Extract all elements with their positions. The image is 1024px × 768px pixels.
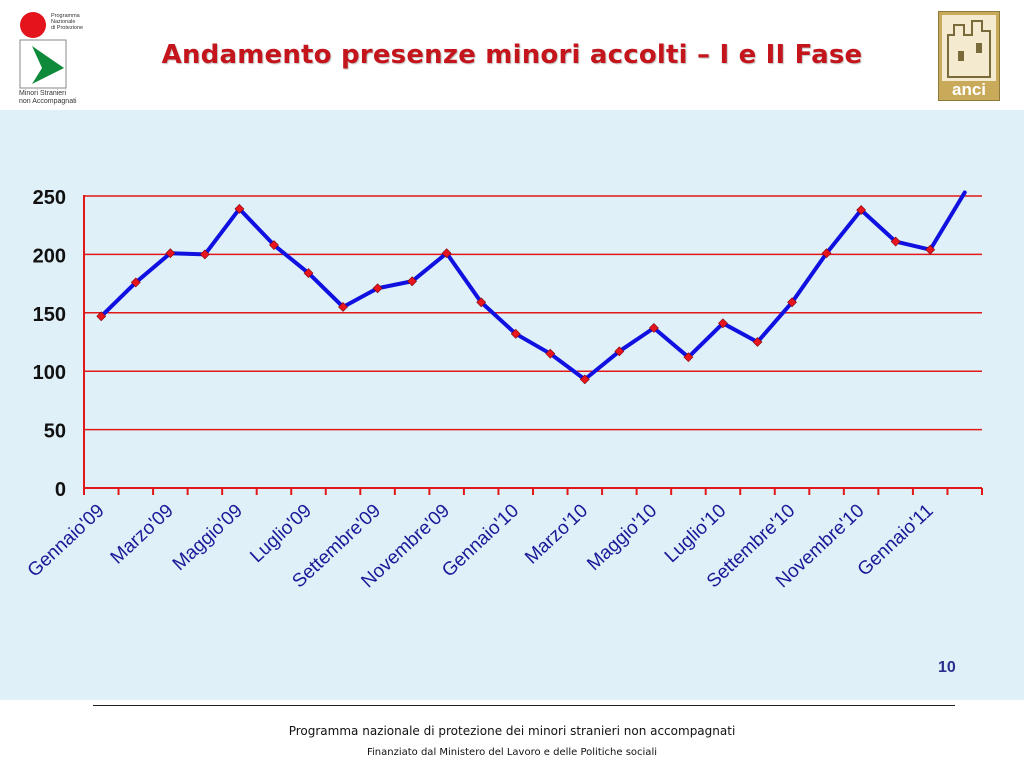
logo-graphic bbox=[19, 12, 67, 89]
series-line bbox=[99, 190, 967, 382]
data-point bbox=[925, 244, 936, 255]
data-point bbox=[683, 352, 694, 363]
x-tick-label: Marzo'10 bbox=[521, 500, 592, 568]
x-tick-label: Gennaio'09 bbox=[24, 500, 109, 581]
data-point bbox=[199, 249, 210, 260]
data-point bbox=[269, 240, 279, 250]
data-point bbox=[718, 318, 728, 329]
data-point bbox=[648, 323, 659, 333]
programma-protezione-logo: Programma Nazionale di Protezione Minori… bbox=[18, 10, 90, 105]
footer-funding-note: Finanziato dal Ministero del Lavoro e de… bbox=[366, 747, 657, 758]
x-tick-label: Luglio'10 bbox=[661, 500, 731, 567]
y-tick-label: 200 bbox=[33, 245, 66, 267]
data-point bbox=[856, 205, 867, 215]
y-tick-label: 100 bbox=[33, 362, 66, 384]
y-tick-label: 150 bbox=[33, 304, 66, 326]
data-point bbox=[372, 283, 383, 294]
data-point bbox=[787, 297, 797, 308]
footer-program-name: Programma nazionale di protezione dei mi… bbox=[288, 724, 736, 738]
data-point bbox=[821, 248, 832, 259]
y-tick-label: 250 bbox=[33, 187, 66, 209]
data-point bbox=[96, 311, 107, 322]
data-point bbox=[476, 297, 487, 308]
data-point bbox=[338, 302, 348, 312]
x-tick-label: Luglio'09 bbox=[246, 500, 316, 567]
data-point bbox=[614, 346, 625, 357]
header: Programma Nazionale di Protezione Minori… bbox=[0, 0, 1024, 110]
data-point bbox=[234, 203, 245, 214]
data-point bbox=[890, 236, 901, 247]
line-chart: 050100150200250Gennaio'09Marzo'09Maggio'… bbox=[24, 187, 983, 592]
y-tick-label: 0 bbox=[55, 479, 66, 501]
page-title: Andamento presenze minori accolti – I e … bbox=[161, 40, 863, 70]
anci-logo: anci bbox=[938, 11, 1000, 101]
x-tick-label: Maggio'09 bbox=[169, 500, 247, 575]
page-number: 10 bbox=[938, 659, 956, 676]
data-point bbox=[510, 328, 521, 339]
chart-area: 0 50 100 150 200 250 Gennaio'09 Marzo'09 Maggio'… bbox=[0, 110, 1024, 700]
data-point bbox=[130, 277, 141, 288]
anci-logo-text: anci bbox=[952, 80, 986, 99]
data-point bbox=[303, 268, 314, 279]
data-point bbox=[752, 337, 763, 347]
data-point bbox=[579, 374, 590, 385]
data-point bbox=[441, 248, 452, 259]
data-point bbox=[545, 348, 556, 359]
x-tick-label: Marzo'09 bbox=[107, 500, 178, 568]
x-tick-label: Gennaio'11 bbox=[854, 500, 938, 580]
y-tick-label: 50 bbox=[44, 421, 66, 443]
x-tick-label: Maggio'10 bbox=[583, 500, 661, 575]
data-point bbox=[165, 248, 176, 259]
footer-divider bbox=[93, 705, 955, 706]
data-point bbox=[407, 276, 418, 287]
